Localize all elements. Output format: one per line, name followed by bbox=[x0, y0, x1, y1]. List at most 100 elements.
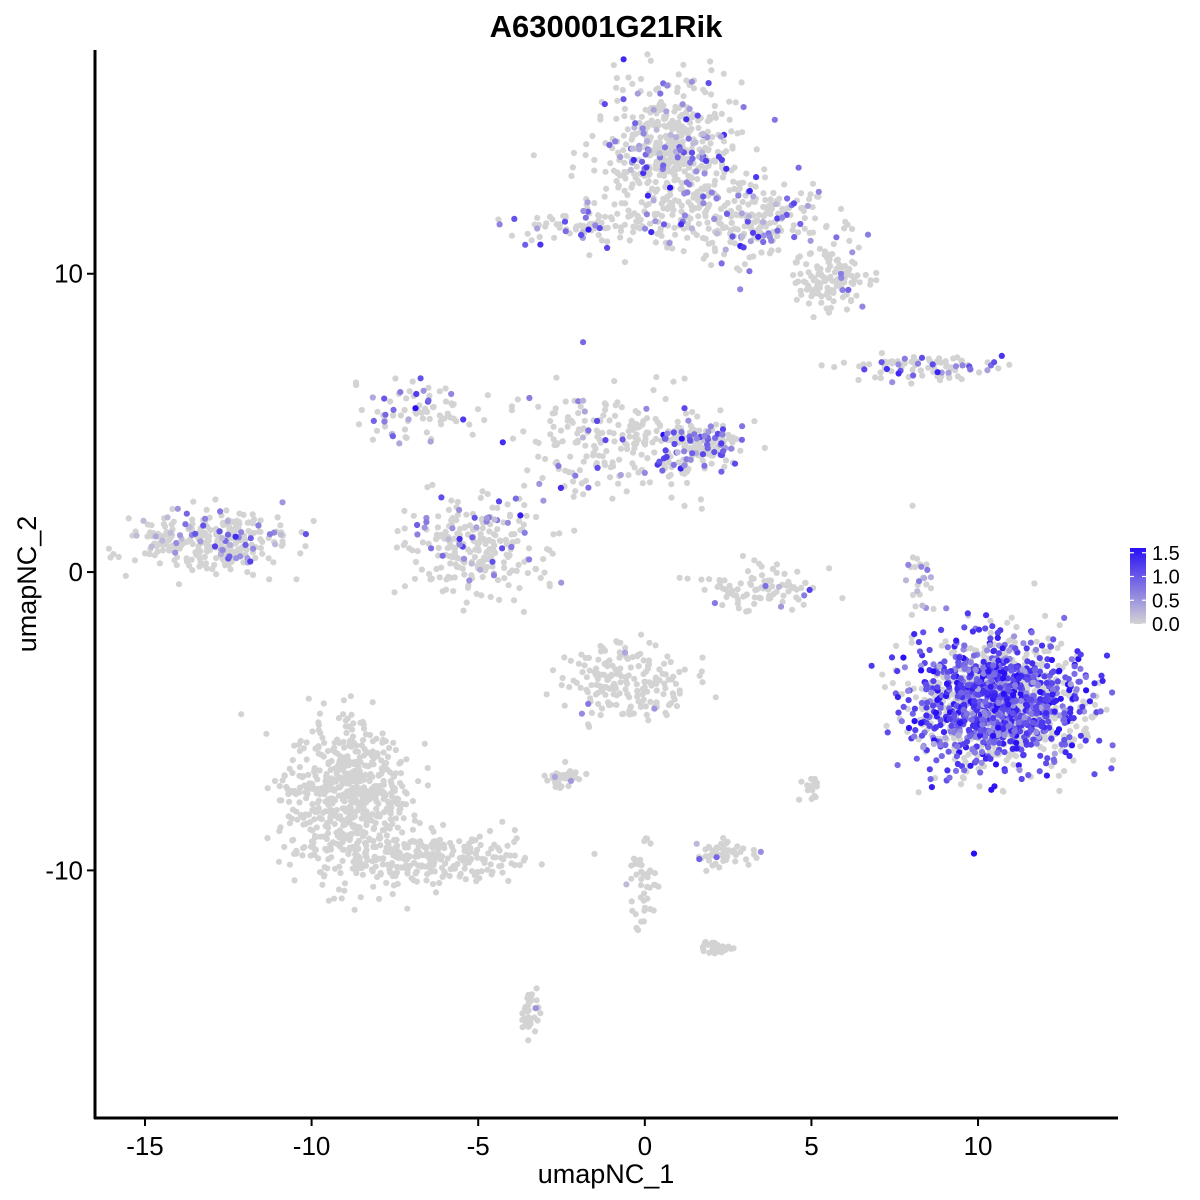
data-point bbox=[574, 430, 581, 437]
data-point bbox=[634, 693, 641, 700]
data-point bbox=[508, 232, 515, 239]
data-point bbox=[760, 213, 767, 220]
data-point bbox=[803, 261, 810, 268]
data-point bbox=[175, 581, 183, 588]
data-point bbox=[609, 216, 616, 223]
data-point bbox=[793, 296, 800, 303]
data-point bbox=[474, 406, 482, 413]
data-point bbox=[704, 134, 711, 141]
data-point bbox=[511, 827, 518, 834]
data-point bbox=[339, 778, 346, 785]
data-point bbox=[1001, 732, 1008, 739]
data-point bbox=[666, 240, 673, 247]
data-point bbox=[707, 58, 714, 65]
data-point bbox=[597, 113, 604, 120]
data-point bbox=[743, 608, 750, 615]
data-point bbox=[855, 376, 862, 384]
data-point bbox=[454, 511, 461, 518]
data-point bbox=[695, 213, 702, 220]
data-point bbox=[680, 155, 687, 162]
data-point bbox=[383, 838, 391, 845]
data-point bbox=[633, 681, 640, 688]
data-point bbox=[401, 426, 409, 433]
data-point bbox=[1013, 745, 1020, 752]
data-point bbox=[539, 474, 546, 482]
data-point bbox=[489, 868, 496, 875]
data-point bbox=[152, 533, 159, 540]
data-point bbox=[789, 606, 796, 613]
data-point bbox=[944, 669, 951, 676]
data-point bbox=[526, 394, 533, 402]
data-point bbox=[316, 814, 323, 822]
data-point bbox=[469, 431, 476, 438]
data-point bbox=[614, 97, 621, 104]
data-point bbox=[503, 851, 510, 859]
data-point bbox=[602, 401, 610, 409]
data-point bbox=[756, 594, 763, 602]
data-point bbox=[1061, 716, 1068, 723]
data-point bbox=[990, 648, 997, 655]
data-point bbox=[1016, 728, 1024, 735]
data-point bbox=[775, 210, 782, 217]
data-point bbox=[319, 881, 326, 888]
data-point bbox=[678, 180, 686, 187]
data-point bbox=[356, 754, 363, 761]
data-point bbox=[354, 830, 361, 837]
data-point bbox=[613, 701, 620, 709]
data-point bbox=[670, 429, 677, 436]
data-point bbox=[635, 436, 642, 443]
data-point bbox=[848, 296, 855, 304]
data-point bbox=[203, 506, 210, 513]
data-point bbox=[609, 662, 616, 669]
data-point bbox=[436, 388, 443, 395]
data-point bbox=[639, 158, 646, 165]
data-point bbox=[987, 635, 994, 642]
data-point bbox=[397, 805, 404, 812]
data-point bbox=[649, 439, 656, 446]
data-point bbox=[720, 846, 727, 853]
data-point bbox=[735, 204, 743, 211]
data-point bbox=[848, 225, 856, 233]
data-point bbox=[1030, 673, 1037, 681]
data-point bbox=[1036, 668, 1043, 675]
data-point bbox=[800, 207, 807, 215]
data-point bbox=[942, 638, 949, 645]
data-point bbox=[436, 574, 443, 581]
data-point bbox=[958, 689, 965, 696]
data-point bbox=[516, 862, 523, 869]
data-point bbox=[948, 722, 955, 729]
data-point bbox=[372, 863, 379, 870]
data-point bbox=[637, 856, 644, 864]
data-point bbox=[302, 543, 309, 550]
data-point bbox=[249, 571, 257, 579]
data-point bbox=[883, 722, 890, 730]
data-point bbox=[552, 783, 559, 791]
data-point bbox=[1056, 787, 1063, 795]
data-point bbox=[370, 417, 377, 424]
x-tick-label: 5 bbox=[804, 1131, 818, 1161]
data-point bbox=[656, 101, 663, 108]
data-point bbox=[525, 545, 533, 552]
data-point bbox=[1028, 629, 1035, 636]
data-point bbox=[299, 852, 306, 859]
data-point bbox=[426, 392, 433, 399]
data-point bbox=[664, 193, 671, 200]
data-point bbox=[749, 198, 756, 205]
data-point bbox=[938, 753, 945, 760]
data-point bbox=[685, 135, 692, 142]
data-point bbox=[257, 517, 264, 524]
data-point bbox=[640, 670, 647, 678]
data-point bbox=[360, 725, 368, 732]
data-point bbox=[490, 572, 498, 579]
data-point bbox=[1098, 672, 1105, 679]
data-point bbox=[743, 592, 750, 599]
data-point bbox=[647, 867, 654, 874]
data-point bbox=[612, 685, 620, 692]
data-point bbox=[930, 678, 937, 685]
data-point bbox=[1082, 673, 1089, 681]
data-point bbox=[448, 497, 455, 504]
data-point bbox=[915, 639, 923, 646]
data-point bbox=[554, 440, 561, 447]
data-point bbox=[374, 874, 381, 881]
data-point bbox=[520, 608, 528, 616]
